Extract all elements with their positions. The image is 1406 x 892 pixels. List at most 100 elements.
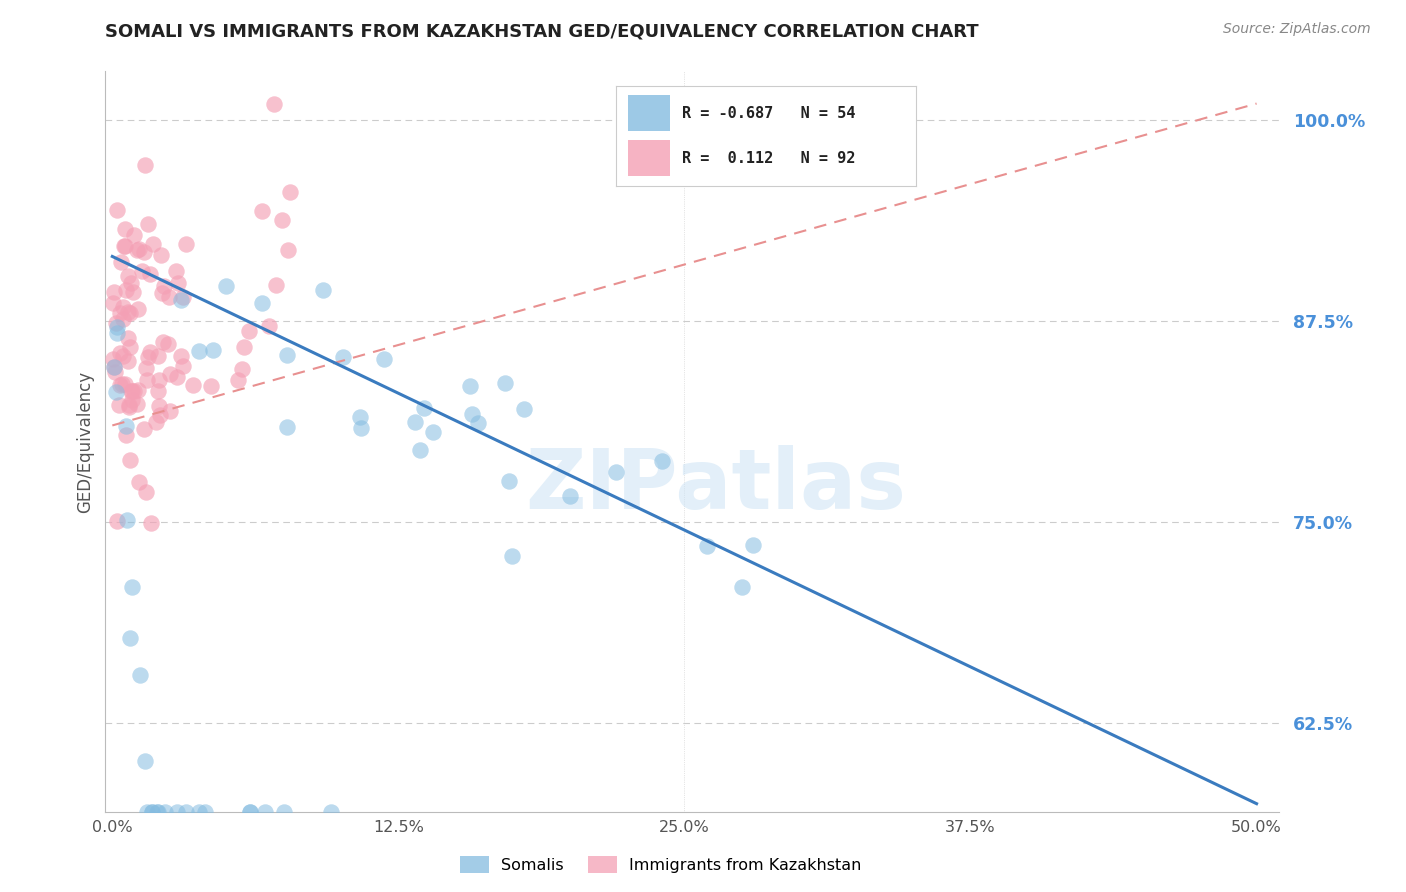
Point (215, 279, 238, 293)
Point (148, 349, 170, 363)
Point (153, 279, 176, 293)
Point (108, 345, 131, 359)
Point (167, 276, 190, 290)
Point (112, 311, 135, 326)
Point (117, 513, 139, 527)
Point (150, 285, 173, 300)
Point (409, 443, 432, 458)
Point (103, 360, 125, 375)
Point (131, 264, 153, 278)
Point (117, 268, 139, 283)
Point (134, 754, 156, 768)
Point (153, 805, 176, 819)
Point (110, 306, 132, 320)
Point (127, 383, 149, 397)
Point (349, 410, 371, 425)
Point (114, 376, 136, 391)
Point (149, 248, 172, 262)
Point (201, 343, 224, 357)
Point (103, 351, 125, 366)
Point (742, 538, 765, 552)
Point (146, 805, 169, 819)
Point (152, 335, 174, 350)
Point (114, 283, 136, 297)
Point (121, 580, 143, 594)
Point (139, 345, 162, 359)
Point (121, 384, 143, 399)
Point (125, 397, 148, 411)
Point (112, 349, 135, 363)
Point (132, 245, 155, 260)
Point (254, 805, 277, 819)
Point (170, 349, 193, 363)
Point (696, 539, 718, 553)
Point (134, 158, 156, 172)
Point (114, 222, 136, 236)
Point (312, 283, 335, 297)
Point (135, 484, 157, 499)
Point (120, 631, 142, 645)
Point (467, 417, 489, 431)
Point (118, 400, 141, 414)
Point (257, 318, 280, 333)
Point (117, 354, 139, 368)
Point (332, 350, 354, 364)
Point (125, 243, 148, 257)
Point (181, 377, 204, 392)
Point (166, 805, 188, 819)
Point (239, 805, 262, 819)
Point (103, 360, 125, 375)
Point (605, 465, 627, 479)
Point (350, 420, 373, 434)
Point (122, 285, 145, 300)
Point (104, 316, 127, 330)
Point (250, 204, 273, 219)
Y-axis label: GED/Equivalency: GED/Equivalency (76, 370, 94, 513)
Point (174, 805, 197, 819)
Point (187, 805, 209, 819)
Point (194, 805, 217, 819)
Point (103, 296, 125, 310)
Point (461, 408, 484, 422)
Point (138, 267, 160, 281)
Point (120, 340, 142, 354)
Point (226, 373, 249, 387)
Point (115, 418, 138, 433)
Point (110, 255, 132, 269)
Point (458, 378, 481, 392)
Point (117, 331, 139, 345)
Point (273, 805, 295, 819)
Point (276, 348, 298, 362)
Point (148, 399, 170, 413)
Point (156, 337, 179, 351)
Point (135, 805, 157, 819)
Point (128, 667, 150, 681)
Point (135, 373, 157, 387)
Point (142, 236, 165, 251)
Point (108, 398, 131, 412)
Point (494, 376, 516, 390)
Point (132, 422, 155, 436)
Point (170, 293, 193, 307)
Point (271, 213, 294, 227)
Point (135, 360, 157, 375)
Point (651, 454, 673, 468)
Text: Source: ZipAtlas.com: Source: ZipAtlas.com (1223, 22, 1371, 37)
Point (122, 384, 145, 398)
Point (141, 516, 163, 531)
Point (138, 217, 160, 231)
Point (276, 420, 298, 434)
Point (263, 96, 285, 111)
Point (166, 369, 188, 384)
Point (112, 301, 135, 315)
Point (103, 285, 125, 300)
Text: SOMALI VS IMMIGRANTS FROM KAZAKHSTAN GED/EQUIVALENCY CORRELATION CHART: SOMALI VS IMMIGRANTS FROM KAZAKHSTAN GED… (105, 22, 979, 40)
Text: ZIPatlas: ZIPatlas (526, 445, 907, 526)
Point (124, 227, 146, 242)
Point (104, 365, 127, 379)
Point (422, 425, 444, 439)
Point (149, 408, 172, 422)
Point (105, 514, 128, 528)
Point (141, 805, 163, 819)
Point (110, 377, 132, 392)
